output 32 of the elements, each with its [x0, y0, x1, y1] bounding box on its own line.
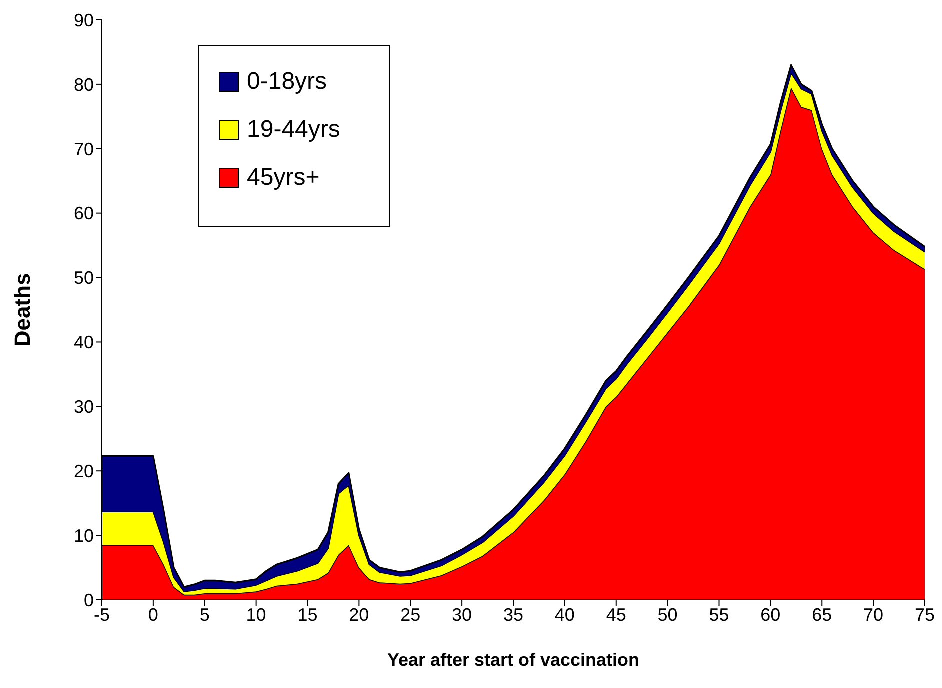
x-tick-label: -5	[94, 604, 110, 625]
y-tick-label: 40	[74, 332, 94, 353]
legend-label: 19-44yrs	[247, 116, 340, 144]
x-tick-label: 35	[503, 604, 524, 625]
legend-label: 0-18yrs	[247, 68, 328, 96]
y-tick-label: 50	[74, 268, 94, 288]
x-tick-label: 20	[349, 604, 370, 625]
x-tick-label: 30	[452, 604, 472, 625]
x-tick-label: 15	[298, 604, 318, 625]
y-tick-label: 90	[74, 10, 94, 30]
x-tick-label: 5	[200, 604, 210, 625]
x-tick-label: 10	[246, 604, 266, 625]
x-tick-label: 0	[148, 604, 158, 625]
x-tick-label: 75	[914, 604, 936, 625]
y-tick-label: 30	[74, 397, 94, 418]
y-tick-label: 70	[74, 139, 94, 160]
x-tick-label: 40	[554, 604, 575, 625]
x-tick-label: 65	[812, 604, 832, 625]
y-axis-title: Deaths	[10, 273, 35, 347]
legend-label: 45yrs+	[247, 164, 320, 192]
x-tick-label: 70	[864, 604, 884, 625]
y-tick-label: 10	[74, 526, 94, 546]
x-tick-label: 50	[658, 604, 678, 625]
x-axis-title: Year after start of vaccination	[387, 650, 640, 670]
x-tick-label: 60	[760, 604, 781, 625]
x-tick-label: 55	[709, 604, 730, 625]
y-tick-label: 60	[74, 204, 94, 224]
y-tick-label: 0	[84, 590, 94, 610]
x-tick-label: 45	[606, 604, 626, 625]
y-tick-label: 20	[74, 462, 94, 482]
x-tick-label: 25	[400, 604, 421, 625]
y-tick-label: 80	[74, 74, 94, 95]
